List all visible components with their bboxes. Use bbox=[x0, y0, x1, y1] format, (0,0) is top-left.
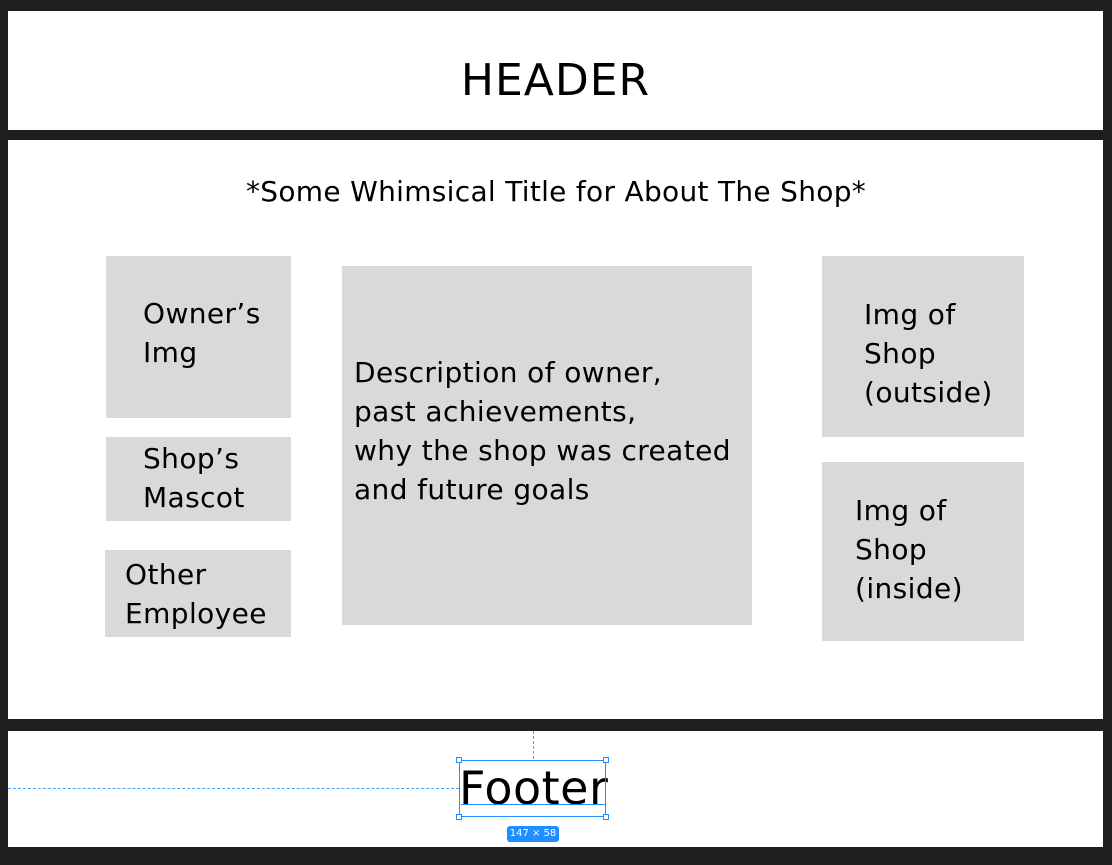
header-frame[interactable]: HEADER bbox=[8, 11, 1103, 130]
owner-description-placeholder[interactable]: Description of owner, past achievements,… bbox=[342, 266, 752, 625]
header-title: HEADER bbox=[460, 55, 651, 106]
owners-image-placeholder[interactable]: Owner’s Img bbox=[106, 256, 291, 418]
horizontal-distance-guide bbox=[8, 788, 459, 789]
other-employee-label: Other Employee bbox=[125, 558, 267, 630]
footer-text[interactable]: Footer bbox=[459, 761, 609, 815]
shop-outside-image-placeholder[interactable]: Img of Shop (outside) bbox=[822, 256, 1024, 437]
shops-mascot-label: Shop’s Mascot bbox=[143, 442, 245, 514]
resize-handle-top-right[interactable] bbox=[603, 757, 609, 763]
owners-image-label: Owner’s Img bbox=[143, 297, 261, 369]
shop-inside-image-placeholder[interactable]: Img of Shop (inside) bbox=[822, 462, 1024, 641]
selection-size-badge: 147 × 58 bbox=[507, 826, 559, 842]
shops-mascot-placeholder[interactable]: Shop’s Mascot bbox=[106, 437, 291, 521]
text-baseline-indicator bbox=[461, 804, 606, 805]
about-section-frame[interactable]: *Some Whimsical Title for About The Shop… bbox=[8, 140, 1103, 719]
resize-handle-bottom-right[interactable] bbox=[603, 814, 609, 820]
other-employee-placeholder[interactable]: Other Employee bbox=[105, 550, 291, 637]
resize-handle-bottom-left[interactable] bbox=[456, 814, 462, 820]
vertical-distance-guide bbox=[533, 731, 534, 759]
owner-description-text: Description of owner, past achievements,… bbox=[354, 356, 731, 506]
selection-outline[interactable] bbox=[459, 760, 606, 817]
page-title: *Some Whimsical Title for About The Shop… bbox=[246, 175, 867, 208]
resize-handle-top-left[interactable] bbox=[456, 757, 462, 763]
shop-outside-label: Img of Shop (outside) bbox=[864, 298, 993, 409]
shop-inside-label: Img of Shop (inside) bbox=[855, 494, 963, 605]
